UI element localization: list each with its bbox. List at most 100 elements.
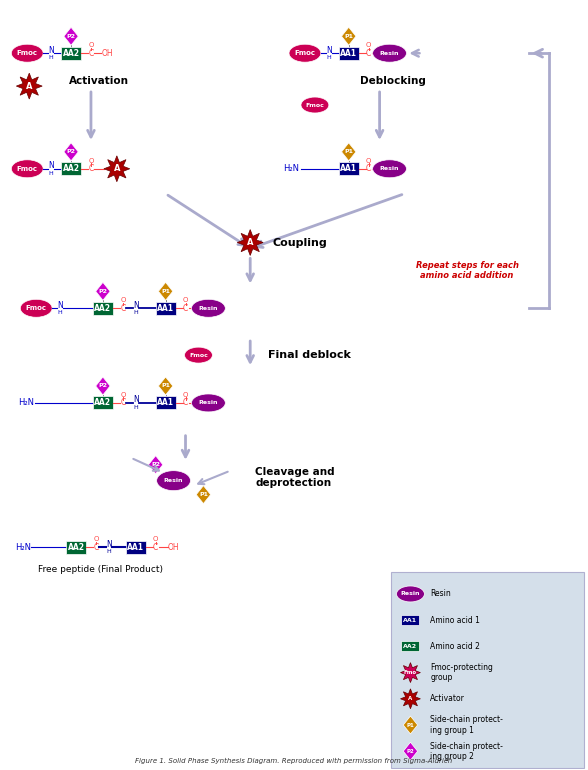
Text: H: H (133, 310, 138, 315)
Text: P2: P2 (66, 149, 76, 154)
Text: Coupling: Coupling (272, 237, 327, 247)
Text: Fmoc-protecting
group: Fmoc-protecting group (430, 663, 493, 682)
Polygon shape (238, 229, 263, 256)
Ellipse shape (373, 160, 406, 178)
Text: Fmoc: Fmoc (17, 50, 38, 56)
Ellipse shape (373, 44, 406, 62)
Text: AA2: AA2 (62, 49, 79, 58)
Text: AA1: AA1 (340, 49, 358, 58)
Text: N: N (133, 301, 139, 310)
Text: N: N (57, 301, 63, 310)
FancyBboxPatch shape (93, 397, 113, 410)
FancyBboxPatch shape (402, 615, 419, 625)
Text: AA1: AA1 (340, 164, 358, 173)
Ellipse shape (289, 44, 321, 62)
Text: Deblocking: Deblocking (360, 76, 426, 86)
Text: OH: OH (168, 543, 179, 552)
Ellipse shape (192, 394, 225, 412)
Text: Fmoc: Fmoc (17, 166, 38, 172)
Text: Side-chain protect-
ing group 1: Side-chain protect- ing group 1 (430, 715, 503, 735)
Text: C: C (183, 304, 188, 313)
FancyBboxPatch shape (156, 302, 176, 315)
Polygon shape (196, 486, 211, 504)
Text: AA2: AA2 (95, 398, 111, 407)
Text: N: N (48, 161, 54, 170)
Text: AA1: AA1 (403, 618, 417, 623)
Ellipse shape (192, 300, 225, 317)
Text: O: O (153, 537, 158, 542)
Text: H: H (133, 405, 138, 410)
Text: C: C (153, 543, 158, 552)
Text: O: O (120, 392, 125, 398)
Text: AA2: AA2 (403, 644, 417, 649)
Text: Resin: Resin (430, 590, 451, 598)
Polygon shape (64, 27, 78, 45)
Text: Resin: Resin (380, 51, 399, 55)
Polygon shape (403, 742, 417, 760)
Text: H: H (49, 171, 54, 176)
Text: P1: P1 (406, 722, 415, 728)
Text: A: A (408, 696, 413, 701)
Text: O: O (183, 392, 188, 398)
Text: A: A (247, 238, 253, 247)
Ellipse shape (156, 470, 191, 490)
Text: Amino acid 2: Amino acid 2 (430, 642, 480, 651)
Text: P2: P2 (98, 383, 108, 389)
Text: Free peptide (Final Product): Free peptide (Final Product) (38, 565, 163, 574)
FancyBboxPatch shape (66, 541, 86, 554)
Text: O: O (366, 42, 372, 49)
Text: AA2: AA2 (95, 304, 111, 313)
FancyBboxPatch shape (339, 47, 359, 60)
Text: H: H (49, 55, 54, 60)
Polygon shape (158, 283, 173, 300)
Text: OH: OH (102, 49, 113, 58)
Text: Resin: Resin (400, 591, 420, 597)
Text: O: O (366, 158, 372, 164)
Polygon shape (342, 143, 356, 161)
Text: C: C (88, 164, 93, 173)
FancyBboxPatch shape (390, 572, 584, 768)
Text: AA1: AA1 (157, 398, 174, 407)
Text: AA2: AA2 (62, 164, 79, 173)
Text: Final deblock: Final deblock (268, 350, 351, 360)
Text: O: O (183, 297, 188, 303)
Text: Resin: Resin (199, 306, 218, 311)
Ellipse shape (301, 97, 329, 113)
Text: P2: P2 (406, 748, 415, 754)
Text: O: O (120, 297, 125, 303)
Text: Side-chain protect-
ing group 2: Side-chain protect- ing group 2 (430, 742, 503, 761)
Text: N: N (133, 396, 139, 404)
Polygon shape (64, 143, 78, 161)
Text: Fmoc: Fmoc (26, 305, 46, 311)
Text: AA1: AA1 (127, 543, 144, 552)
Polygon shape (158, 377, 173, 395)
Text: Resin: Resin (380, 166, 399, 171)
Ellipse shape (185, 347, 212, 363)
Text: Fmoc: Fmoc (295, 50, 315, 56)
Text: A: A (113, 164, 120, 173)
Text: H: H (326, 55, 331, 60)
Text: P2: P2 (66, 34, 76, 38)
Text: AA1: AA1 (157, 304, 174, 313)
Text: P1: P1 (161, 383, 170, 389)
FancyBboxPatch shape (339, 162, 359, 176)
Ellipse shape (11, 44, 43, 62)
Ellipse shape (21, 300, 52, 317)
Text: Amino acid 1: Amino acid 1 (430, 616, 480, 624)
FancyBboxPatch shape (93, 302, 113, 315)
Text: C: C (366, 164, 371, 173)
Ellipse shape (11, 160, 43, 178)
Text: Figure 1. Solid Phase Synthesis Diagram. Reproduced with permission from Sigma-A: Figure 1. Solid Phase Synthesis Diagram.… (135, 758, 453, 764)
Polygon shape (16, 73, 42, 99)
Polygon shape (96, 377, 110, 395)
FancyBboxPatch shape (402, 641, 419, 651)
Text: Fmo: Fmo (404, 670, 417, 675)
Text: O: O (88, 42, 93, 49)
Text: N: N (48, 45, 54, 55)
Text: N: N (326, 45, 332, 55)
FancyBboxPatch shape (156, 397, 176, 410)
Text: Fmoc: Fmoc (305, 102, 325, 108)
Text: H₂N: H₂N (15, 543, 31, 552)
Polygon shape (400, 689, 420, 708)
Text: P2: P2 (98, 289, 108, 294)
